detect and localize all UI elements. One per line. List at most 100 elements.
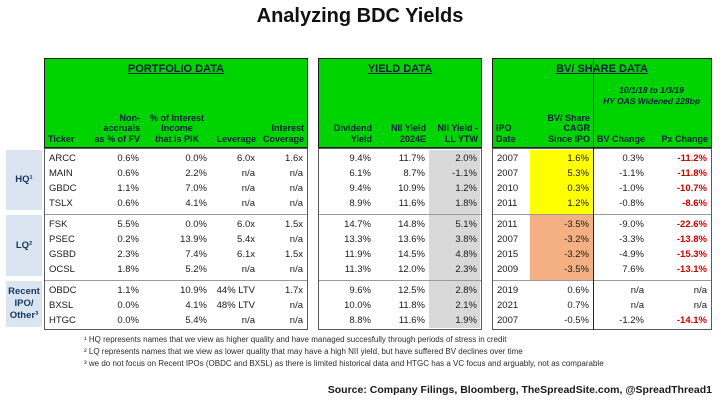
cell: 11.9% (344, 249, 371, 260)
bv-column-headers: IPO Date BV/ Share CAGR Since IPO BV Cha… (493, 113, 711, 147)
cell: PSEC (49, 234, 75, 245)
table-row: OCSL 1.8% 5.2% n/a n/a (45, 262, 307, 277)
cell: 2015 (497, 249, 519, 260)
cell: 5.2% (185, 264, 207, 275)
bv-share-data-block: BV/ SHARE DATA 10/1/18 to 1/3/19 HY OAS … (492, 58, 712, 332)
table-row: 6.1% 8.7% -1.1% (319, 166, 481, 181)
cell: 6.1x (237, 249, 255, 260)
cell: 2.0% (455, 153, 477, 164)
cell: 0.6% (117, 198, 139, 209)
cell: 5.1% (455, 219, 477, 230)
table-row: 2007 1.6% 0.3% -11.2% (493, 151, 711, 166)
cagr-orange-highlight (530, 214, 594, 280)
col-header-px-change: Px Change (661, 133, 708, 144)
cell: 5.4x (237, 234, 255, 245)
portfolio-header: PORTFOLIO DATA Ticker Non- accruals as %… (44, 58, 308, 148)
page-title: Analyzing BDC Yields (256, 5, 464, 27)
footnote-1: ¹ HQ represents names that we view as hi… (84, 335, 507, 344)
cell: 2.1% (455, 300, 477, 311)
cell: 2.8% (455, 285, 477, 296)
cell: 48% LTV (216, 300, 255, 311)
cell: -3.2% (564, 234, 589, 245)
cell: 0.6% (567, 285, 589, 296)
gray-column-shading (429, 150, 480, 328)
cell: ARCC (49, 153, 76, 164)
cell: 1.8% (455, 198, 477, 209)
cell: -3.5% (564, 264, 589, 275)
cell: 2007 (497, 315, 519, 326)
cell: 0.0% (185, 153, 207, 164)
row-group: 14.7% 14.8% 5.1% 13.3% 13.6% 3.8% 11.9% 14.5% 4.… (319, 214, 481, 280)
cell: GSBD (49, 249, 76, 260)
cell: HTGC (49, 315, 76, 326)
col-header-leverage: Leverage (216, 133, 256, 144)
cell: 0.6% (117, 153, 139, 164)
cell: 6.0x (237, 153, 255, 164)
col-header-pik: % of Interest Income that is PIK (149, 112, 204, 144)
cell: 0.7% (567, 300, 589, 311)
cell: 8.7% (403, 168, 425, 179)
cell: -4.9% (619, 249, 644, 260)
table-row: ARCC 0.6% 0.0% 6.0x 1.6x (45, 151, 307, 166)
cell: n/a (241, 198, 255, 209)
cell: 6.0x (237, 219, 255, 230)
row-group-labels: HQ¹ LQ² Recent IPO/ Other³ (6, 148, 42, 330)
table-row: HTGC 0.0% 5.4% n/a n/a (45, 313, 307, 328)
col-header-nii-yield: NII Yield 2024E (390, 123, 426, 144)
cell: -3.3% (619, 234, 644, 245)
bv-section-title: BV/ SHARE DATA (556, 63, 648, 75)
row-group: ARCC 0.6% 0.0% 6.0x 1.6x MAIN 0.6% 2.2% n/a n/a GB… (45, 149, 307, 214)
cell: 0.3% (567, 183, 589, 194)
cell: 2010 (497, 183, 519, 194)
cell: MAIN (49, 168, 73, 179)
cell: 3.8% (455, 234, 477, 245)
cell: 2011 (497, 219, 518, 230)
cell: n/a (693, 300, 707, 311)
cell: 5.4% (185, 315, 207, 326)
col-header-bv-cagr: BV/ Share CAGR Since IPO (547, 112, 590, 144)
cell: n/a (289, 234, 303, 245)
table-row: 2011 -3.5% -9.0% -22.6% (493, 217, 711, 232)
cell: 10.0% (344, 300, 371, 311)
cell: -1.1% (619, 168, 644, 179)
cell: 5.5% (117, 219, 139, 230)
cell: n/a (289, 183, 303, 194)
cell: 11.6% (398, 315, 425, 326)
row-group-label: LQ² (6, 215, 42, 276)
cell: OBDC (49, 285, 77, 296)
table-row: PSEC 0.2% 13.9% 5.4x n/a (45, 232, 307, 247)
cell: n/a (241, 183, 255, 194)
cell: n/a (241, 168, 255, 179)
cell: 2009 (497, 264, 519, 275)
cell: 14.5% (398, 249, 425, 260)
cell: 2007 (497, 153, 519, 164)
col-header-ipo-date: IPO Date (496, 123, 516, 144)
cell: 9.6% (349, 285, 371, 296)
table-row: OBDC 1.1% 10.9% 44% LTV 1.7x (45, 283, 307, 298)
cell: 2011 (497, 198, 518, 209)
footnotes: ¹ HQ represents names that we view as hi… (84, 334, 604, 370)
table-row: 2007 -0.5% -1.2% -14.1% (493, 313, 711, 328)
table-row: 9.6% 12.5% 2.8% (319, 283, 481, 298)
row-group-label: Recent IPO/ Other³ (6, 281, 42, 327)
cell: 0.0% (117, 315, 139, 326)
col-header-non-accruals: Non- accruals as % of FV (94, 112, 140, 144)
cell: 1.2% (567, 198, 589, 209)
bv-data-rows: 2007 1.6% 0.3% -11.2% 2007 5.3% -1.1% -11.8% 201… (492, 148, 712, 330)
cell: 13.9% (180, 234, 207, 245)
cell: 13.3% (344, 234, 371, 245)
cell: BXSL (49, 300, 74, 311)
cell: 1.7x (285, 285, 303, 296)
table-row: 2009 -3.5% 7.6% -13.1% (493, 262, 711, 277)
cell: -11.2% (677, 153, 707, 164)
cell: n/a (630, 300, 644, 311)
cell: -3.2% (564, 249, 589, 260)
cell: -11.8% (677, 168, 707, 179)
cell: 7.6% (622, 264, 644, 275)
bv-period-note: 10/1/18 to 1/3/19 HY OAS Widened 228bp (602, 85, 701, 107)
cell: 11.6% (398, 198, 425, 209)
cell: 1.9% (455, 315, 477, 326)
table-row: 8.9% 11.6% 1.8% (319, 196, 481, 211)
cell: 13.6% (398, 234, 425, 245)
table-row: 2015 -3.2% -4.9% -15.3% (493, 247, 711, 262)
